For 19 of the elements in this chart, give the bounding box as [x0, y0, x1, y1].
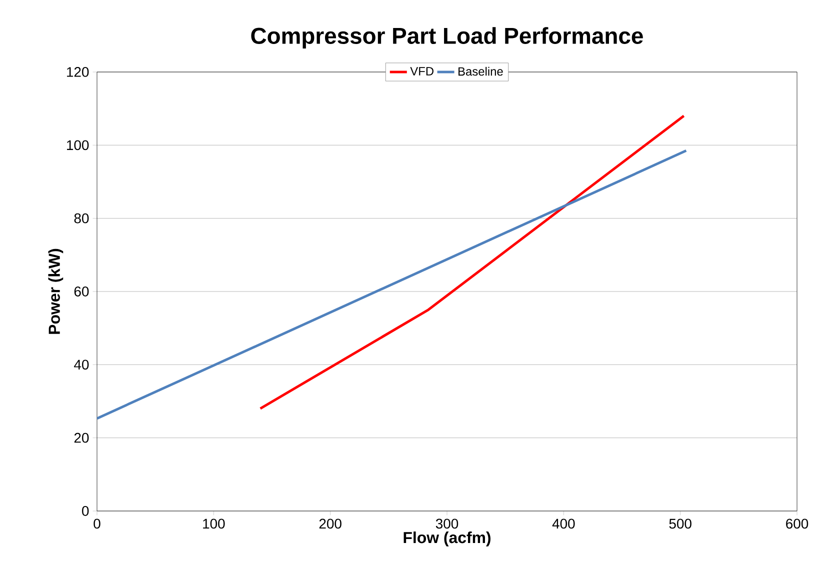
- x-tick-label: 100: [203, 518, 225, 529]
- y-tick-label: 20: [74, 432, 89, 443]
- x-axis-title: Flow (acfm): [404, 531, 490, 546]
- x-tick-label: 400: [552, 518, 575, 529]
- y-tick-label: 100: [67, 140, 89, 150]
- chart-title: Compressor Part Load Performance: [251, 27, 643, 48]
- y-tick-label: 120: [67, 67, 89, 77]
- x-tick-label: 600: [786, 518, 808, 529]
- x-tick-label: 200: [319, 518, 342, 529]
- y-tick-label: 0: [82, 506, 89, 516]
- x-tick-label: 300: [436, 518, 458, 529]
- y-tick-label: 40: [74, 360, 89, 370]
- y-axis-title: Power (kW): [48, 248, 64, 334]
- legend-label: VFD: [410, 67, 434, 76]
- y-tick-label: 80: [74, 213, 89, 224]
- y-tick-label: 60: [74, 286, 89, 296]
- x-tick-label: 0: [94, 518, 100, 529]
- x-tick-label: 500: [669, 518, 692, 529]
- legend-label: Baseline: [458, 66, 503, 76]
